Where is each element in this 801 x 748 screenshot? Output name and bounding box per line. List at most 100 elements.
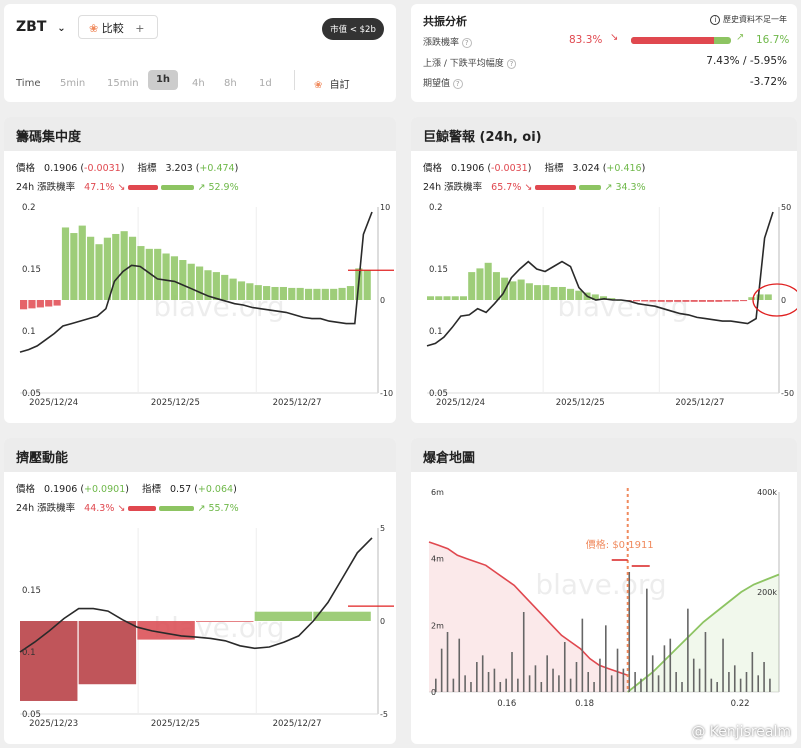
whale-title: 巨鯨警報 (24h, oi) bbox=[411, 117, 797, 151]
liq-bar bbox=[452, 678, 455, 692]
price-change: +0.0901 bbox=[84, 484, 126, 495]
squeeze-stats-row: 價格 0.1906 (+0.0901) 指標 0.57 (+0.064) bbox=[16, 484, 237, 495]
liq-bar bbox=[522, 612, 525, 692]
price-value: 0.1906 bbox=[44, 163, 78, 174]
index-value: 3.024 bbox=[572, 163, 600, 174]
price-change: -0.0031 bbox=[84, 163, 121, 174]
liq-bar bbox=[470, 682, 472, 692]
y-right-tick: -5 bbox=[380, 710, 388, 719]
liq-bar bbox=[728, 672, 730, 692]
x-tick: 0.22 bbox=[731, 699, 750, 709]
y-right-tick: 0 bbox=[380, 617, 385, 626]
tab-8h[interactable]: 8h bbox=[224, 78, 237, 89]
prob-up: 34.3% bbox=[615, 182, 646, 193]
prob-up-bar bbox=[159, 506, 195, 511]
indicator-bar bbox=[221, 274, 229, 300]
y-right-tick: 0 bbox=[380, 296, 385, 305]
indicator-bar bbox=[468, 272, 476, 300]
x-tick: 0.16 bbox=[497, 699, 516, 709]
custom-button[interactable]: ❀ 自訂 bbox=[314, 76, 350, 91]
indicator-bar bbox=[212, 272, 220, 300]
liq-bar bbox=[587, 672, 590, 692]
indicator-bar bbox=[20, 300, 28, 310]
liq-bar bbox=[710, 678, 713, 692]
tab-1d[interactable]: 1d bbox=[259, 78, 272, 89]
price-value: 0.1906 bbox=[44, 484, 78, 495]
tab-1h[interactable]: 1h bbox=[148, 70, 178, 90]
indicator-bar bbox=[237, 281, 246, 300]
analysis-card: 共振分析 i 歷史資料不足一年 漲跌機率 ? 83.3% ↘ ↗ 16.7% 上… bbox=[411, 4, 797, 102]
row-prob-label: 漲跌機率 ? bbox=[423, 35, 472, 48]
tab-4h[interactable]: 4h bbox=[192, 78, 205, 89]
indicator-bar bbox=[296, 287, 304, 300]
liq-bar bbox=[511, 652, 513, 692]
price-line bbox=[426, 211, 774, 347]
indicator-bar bbox=[271, 286, 279, 300]
liq-bar bbox=[698, 668, 701, 692]
chip-panel: 籌碼集中度 價格 0.1906 (-0.0031) 指標 3.203 (+0.4… bbox=[4, 117, 396, 423]
marketcap-badge[interactable]: 市值 < $2b bbox=[322, 18, 384, 40]
indicator-bar bbox=[665, 300, 673, 302]
ticker-selector[interactable]: ZBT ⌄ bbox=[16, 19, 66, 35]
indicator-bar bbox=[484, 262, 492, 300]
liq-bar bbox=[435, 678, 437, 692]
compare-button[interactable]: ❀ 比較 + bbox=[78, 15, 158, 39]
indicator-bar bbox=[707, 300, 715, 302]
tab-15min[interactable]: 15min bbox=[107, 78, 139, 89]
chevron-down-icon: ⌄ bbox=[57, 23, 66, 34]
liq-chart: blave.org 價格: $0.1911 6m 4m 2m 0 400k 200k 0.16 0… bbox=[428, 488, 780, 709]
prob-down-bar bbox=[128, 185, 159, 190]
indicator-bar bbox=[748, 297, 756, 300]
indicator-bar bbox=[346, 286, 355, 300]
trend-down-icon: ↘ bbox=[610, 32, 619, 43]
liq-bar bbox=[739, 678, 742, 692]
prob-bar bbox=[631, 37, 731, 44]
x-tick: 2025/12/27 bbox=[675, 398, 724, 408]
indicator-bar bbox=[179, 260, 187, 300]
help-icon[interactable]: ? bbox=[506, 59, 517, 69]
liq-bar bbox=[546, 655, 548, 692]
help-icon[interactable]: ? bbox=[452, 79, 463, 89]
y-left-tick: 6m bbox=[431, 488, 444, 497]
long-liq-area bbox=[627, 574, 779, 692]
y-right-tick: -50 bbox=[781, 389, 794, 398]
x-tick: 2025/12/27 bbox=[273, 719, 322, 729]
liq-bar bbox=[605, 625, 607, 692]
indicator-bar bbox=[575, 290, 583, 300]
indicator-bar bbox=[492, 272, 500, 300]
indicator-bar bbox=[698, 300, 706, 302]
prob-up-value: 16.7% bbox=[756, 34, 790, 46]
liq-bar bbox=[464, 675, 466, 692]
x-tick: 0.18 bbox=[575, 699, 594, 709]
indicator-bar bbox=[330, 288, 338, 300]
indicator-bar bbox=[567, 288, 575, 300]
ticker-label: ZBT bbox=[16, 19, 47, 35]
liq-bar bbox=[622, 668, 625, 692]
y-right-tick: 50 bbox=[781, 203, 791, 212]
y-left-tick: 0.1 bbox=[429, 327, 443, 337]
indicator-bar bbox=[154, 248, 162, 300]
y-left-tick: 0.15 bbox=[22, 586, 41, 596]
help-icon[interactable]: ? bbox=[461, 38, 472, 48]
indicator-bar bbox=[128, 236, 137, 300]
prob-up-bar bbox=[161, 185, 195, 190]
flower-icon: ❀ bbox=[314, 80, 323, 91]
indicator-bar bbox=[756, 294, 764, 300]
tab-5min[interactable]: 5min bbox=[60, 78, 86, 89]
y-left-tick: 0.2 bbox=[22, 203, 36, 213]
indicator-bar bbox=[53, 300, 61, 306]
trend-up-icon: ↗ bbox=[736, 32, 745, 43]
indicator-bar bbox=[674, 300, 682, 302]
prob-down-bar bbox=[128, 506, 157, 511]
indicator-bar bbox=[764, 294, 772, 300]
liq-bar bbox=[528, 675, 531, 692]
liq-bar bbox=[669, 638, 672, 692]
indicator-bar bbox=[170, 256, 179, 300]
avg-value: 7.43% / -5.95% bbox=[706, 55, 787, 67]
indicator-bar bbox=[534, 285, 542, 300]
index-change: +0.474 bbox=[199, 163, 235, 174]
indicator-bar bbox=[509, 281, 517, 300]
indicator-bar bbox=[254, 285, 262, 300]
prob-label: 24h 漲跌機率 bbox=[16, 182, 76, 193]
